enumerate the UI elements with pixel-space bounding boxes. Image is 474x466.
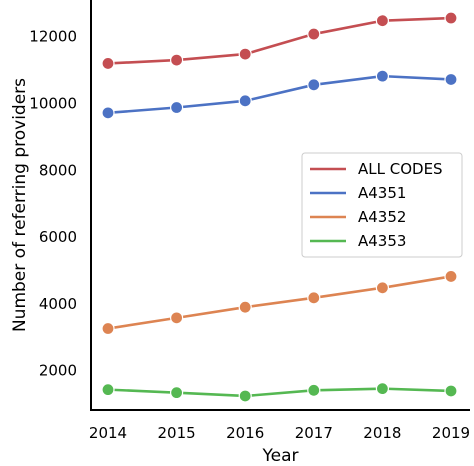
data-point	[444, 269, 458, 284]
y-axis-ticks: 2000 4000 6000 8000 10000 12000	[29, 28, 77, 380]
x-tick-label: 2014	[89, 424, 127, 442]
x-axis-title: Year	[262, 446, 299, 466]
data-point	[238, 300, 252, 314]
data-point	[170, 386, 184, 400]
legend: ALL CODES A4351 A4352 A4353	[301, 152, 463, 258]
y-tick-label: 6000	[39, 228, 77, 246]
series-a4352	[101, 269, 458, 336]
data-point	[307, 78, 321, 92]
legend-label: ALL CODES	[358, 160, 443, 178]
data-point	[101, 56, 115, 71]
data-point	[238, 94, 252, 108]
x-tick-label: 2016	[226, 424, 264, 442]
legend-item: A4353	[310, 232, 406, 250]
x-tick-label: 2017	[295, 424, 333, 442]
series-line	[107, 387, 452, 398]
data-point	[307, 383, 321, 397]
data-point	[101, 383, 115, 397]
y-tick-label: 10000	[29, 95, 77, 113]
axes	[90, 0, 470, 411]
series-a4353	[101, 382, 458, 403]
series-a4351	[101, 69, 458, 120]
data-point	[170, 100, 184, 115]
data-point	[170, 311, 184, 325]
data-point	[101, 321, 115, 336]
data-point	[238, 47, 252, 61]
legend-label: A4351	[358, 184, 406, 202]
series-layer	[101, 11, 458, 403]
legend-label: A4352	[358, 208, 406, 226]
data-point	[307, 27, 321, 41]
data-point	[375, 14, 389, 28]
legend-item: ALL CODES	[310, 160, 443, 178]
legend-box	[301, 152, 463, 258]
data-point	[444, 384, 458, 398]
series-line	[107, 74, 452, 115]
x-tick-label: 2018	[363, 424, 401, 442]
y-tick-label: 4000	[39, 295, 77, 313]
data-point	[307, 291, 321, 305]
y-tick-label: 2000	[39, 362, 77, 380]
legend-item: A4352	[310, 208, 406, 226]
x-tick-label: 2019	[432, 424, 470, 442]
data-point	[444, 72, 458, 87]
data-point	[238, 389, 252, 403]
series-all-codes	[101, 11, 458, 71]
y-tick-label: 8000	[39, 161, 77, 179]
legend-item: A4351	[310, 184, 406, 202]
y-tick-label: 12000	[29, 28, 77, 46]
series-line	[107, 16, 452, 65]
series-line	[107, 275, 452, 330]
data-point	[375, 382, 389, 396]
legend-label: A4353	[358, 232, 406, 250]
x-axis-ticks: 2014 2015 2016 2017 2018 2019	[89, 424, 470, 442]
data-point	[375, 281, 389, 295]
y-axis-title: Number of referring providers	[10, 78, 30, 332]
data-point	[170, 53, 184, 67]
data-point	[101, 106, 115, 120]
data-point	[375, 69, 389, 83]
data-point	[444, 11, 458, 25]
x-tick-label: 2015	[158, 424, 196, 442]
